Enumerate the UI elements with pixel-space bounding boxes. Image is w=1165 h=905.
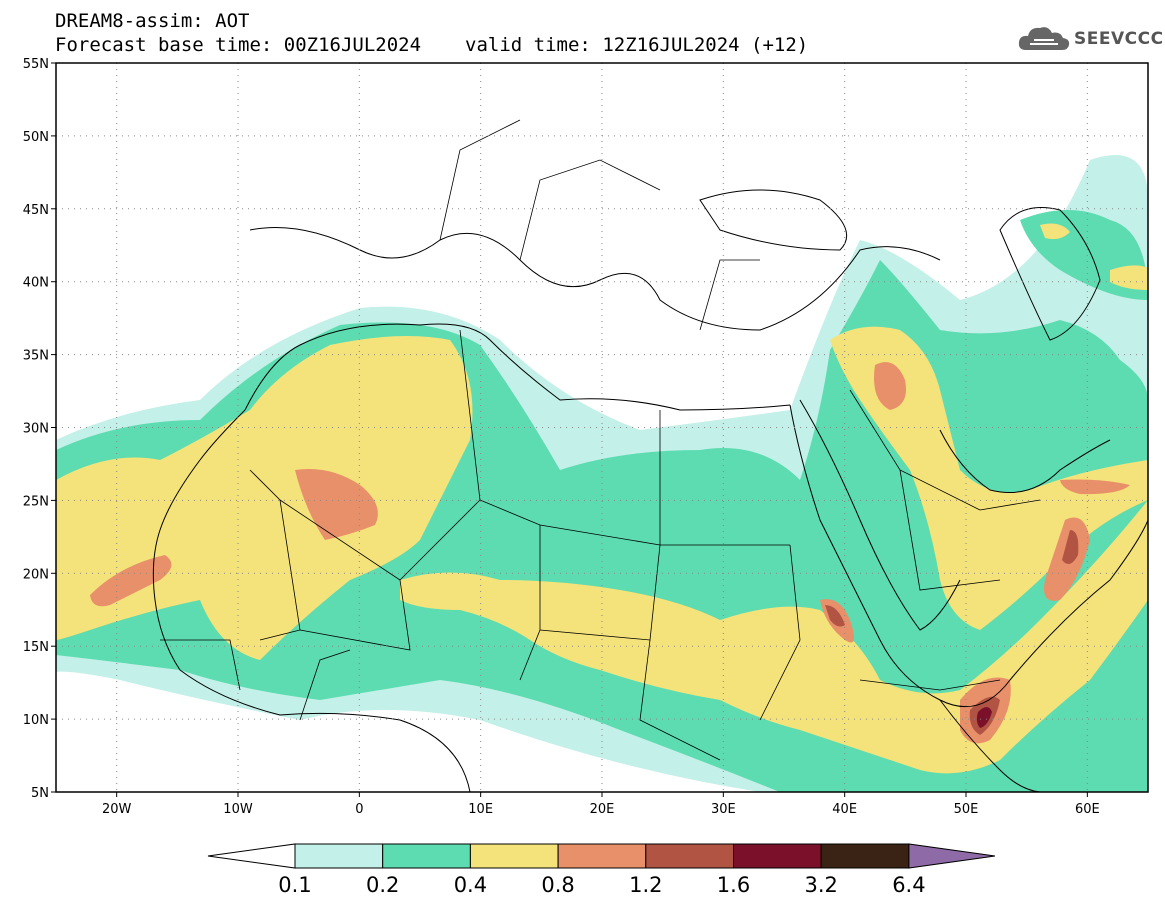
- aot-band-0.8-algeria: [295, 469, 378, 540]
- colorbar-labels: 0.1 0.2 0.4 0.8 1.2 1.6 3.2 6.4: [278, 873, 925, 897]
- map-title: DREAM8-assim: AOT: [55, 10, 250, 32]
- lon-tick-label: 20W: [102, 802, 132, 817]
- colorbar-box: [820, 843, 910, 869]
- colorbar-box: [557, 843, 647, 869]
- lat-tick-label: 45N: [23, 203, 49, 218]
- lat-tick-label: 25N: [23, 494, 49, 509]
- country-borders: [160, 119, 1041, 761]
- lat-tick-label: 15N: [23, 640, 49, 655]
- aot-patch-caspian-yellow: [1040, 223, 1148, 290]
- lon-tick-label: 0: [355, 802, 363, 817]
- lon-tick-label: 50E: [954, 802, 979, 817]
- lon-tick-label: 10E: [468, 802, 493, 817]
- aot-band-0.4-iraq: [830, 326, 1148, 630]
- colorbar-level-label: 1.2: [629, 873, 662, 897]
- lat-tick-label: 5N: [31, 786, 49, 801]
- logo-text: SEEVCCC: [1074, 29, 1164, 49]
- colorbar-level-label: 3.2: [804, 873, 837, 897]
- map-grid: [56, 63, 1148, 792]
- aot-map: 55N 50N 45N 40N 35N 30N 25N 20N 15N 10N 5N 20W 10W 0…: [23, 57, 1149, 817]
- colorbar-level-label: 0.1: [278, 873, 311, 897]
- coastlines: [152, 189, 1148, 792]
- seevccc-logo: SEEVCCC: [1016, 22, 1163, 58]
- colorbar-box: [469, 843, 559, 869]
- colorbar-level-label: 1.6: [717, 873, 750, 897]
- lon-tick-label: 10W: [223, 802, 253, 817]
- colorbar-box: [294, 843, 384, 869]
- lat-tick-label: 35N: [23, 349, 49, 364]
- aot-band-0.8-iraq: [874, 362, 906, 410]
- colorbar-level-label: 0.8: [541, 873, 574, 897]
- lon-tick-label: 30E: [711, 802, 736, 817]
- colorbar-under-triangle: [207, 843, 296, 869]
- colorbar-box: [733, 843, 822, 869]
- colorbar-boxes: [207, 843, 996, 869]
- lon-tick-label: 60E: [1075, 802, 1100, 817]
- colorbar-box: [382, 843, 471, 869]
- lat-tick-label: 10N: [23, 713, 49, 728]
- colorbar-box: [645, 843, 734, 869]
- cloud-icon: [1018, 27, 1070, 50]
- aot-band-0.8-mauritania: [90, 555, 172, 607]
- forecast-base-time: Forecast base time: 00Z16JUL2024: [55, 34, 422, 56]
- aot-band-0.8-oman: [1044, 479, 1130, 601]
- lat-tick-label: 30N: [23, 422, 49, 437]
- colorbar-level-label: 6.4: [892, 873, 925, 897]
- lat-tick-label: 40N: [23, 276, 49, 291]
- aot-band-1.6: [976, 707, 992, 728]
- colorbar-over-triangle: [908, 843, 996, 869]
- lon-axis: 20W 10W 0 10E 20E 30E 40E 50E 60E: [102, 792, 1100, 817]
- map-subtitle: Forecast base time: 00Z16JUL2024 valid ti…: [55, 34, 808, 56]
- lat-tick-label: 50N: [23, 130, 49, 145]
- lon-tick-label: 40E: [832, 802, 857, 817]
- lat-tick-label: 20N: [23, 567, 49, 582]
- lat-axis: 55N 50N 45N 40N 35N 30N 25N 20N 15N 10N 5N: [23, 57, 56, 801]
- valid-time: valid time: 12Z16JUL2024 (+12): [465, 34, 809, 56]
- lon-tick-label: 20E: [590, 802, 615, 817]
- colorbar-level-label: 0.4: [454, 873, 487, 897]
- lat-tick-label: 55N: [23, 57, 49, 72]
- colorbar-level-label: 0.2: [366, 873, 399, 897]
